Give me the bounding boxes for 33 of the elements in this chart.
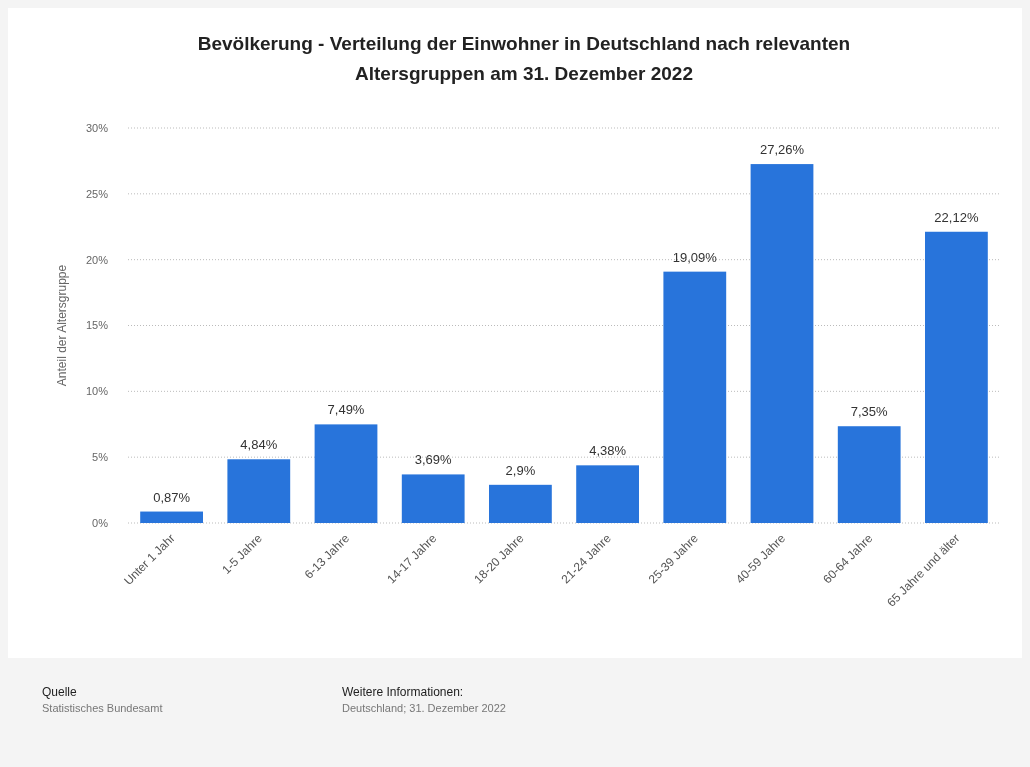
y-tick-label: 30%	[85, 121, 109, 134]
data-label: 3,69%	[414, 452, 453, 468]
bar	[489, 484, 552, 523]
y-tick-label: 25%	[85, 187, 109, 200]
data-label: 22,12%	[934, 209, 979, 225]
text: Quelle	[42, 685, 78, 699]
y-tick-label: 15%	[85, 319, 109, 332]
bar	[925, 231, 988, 523]
data-label: 2,9%	[505, 462, 536, 478]
y-tick-label: 0%	[92, 516, 109, 529]
bar	[401, 474, 465, 523]
bar	[663, 271, 727, 523]
text: Deutschland; 31. Dezember 2022	[342, 702, 506, 714]
chart-title: Bevölkerung - Verteilung der Einwohner in Deutschland nach relevanten Altersgruppen am 31. Dezember 2022	[197, 33, 851, 84]
data-label: 0,87%	[153, 489, 191, 505]
bar	[750, 164, 814, 523]
data-label: 7,49%	[327, 402, 365, 418]
data-label: 27,26%	[759, 142, 805, 158]
y-tick-label: 10%	[85, 385, 109, 398]
y-axis-title: Anteil der Altersgruppe	[55, 264, 69, 387]
bar	[314, 424, 378, 523]
bar	[227, 459, 291, 523]
text: Weitere Informationen:	[342, 685, 464, 699]
y-tick-label: 5%	[92, 451, 109, 464]
bar	[837, 426, 901, 523]
data-label: 7,35%	[850, 404, 889, 420]
data-label: 19,09%	[672, 249, 718, 265]
bar	[140, 511, 203, 523]
bar	[576, 465, 639, 523]
data-label: 4,38%	[589, 443, 627, 459]
y-tick-label: 20%	[85, 253, 109, 266]
text: Statistisches Bundesamt	[42, 702, 163, 714]
data-label: 4,84%	[240, 437, 278, 453]
